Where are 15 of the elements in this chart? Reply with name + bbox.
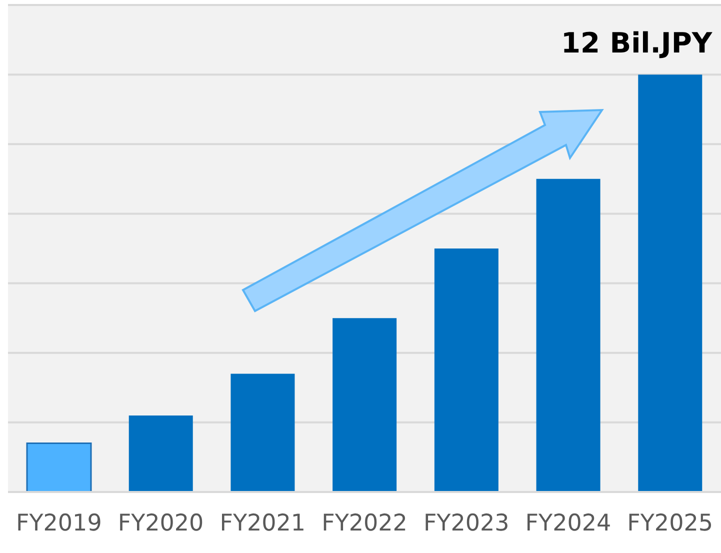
x-tick-label: FY2025 [627, 510, 713, 536]
bar [230, 374, 295, 492]
x-tick-label: FY2024 [525, 510, 612, 536]
x-tick-label: FY2023 [423, 510, 510, 536]
x-tick-label: FY2019 [16, 510, 102, 536]
data-label: 12 Bil.JPY [561, 26, 713, 60]
bar [26, 442, 92, 492]
bar [128, 415, 193, 492]
x-tick-label: FY2022 [322, 510, 408, 536]
x-tick-label: FY2021 [220, 510, 306, 536]
bar [638, 74, 702, 492]
bar [332, 318, 397, 492]
x-tick-label: FY2020 [118, 510, 204, 536]
bar [434, 248, 498, 492]
bar [536, 178, 600, 492]
